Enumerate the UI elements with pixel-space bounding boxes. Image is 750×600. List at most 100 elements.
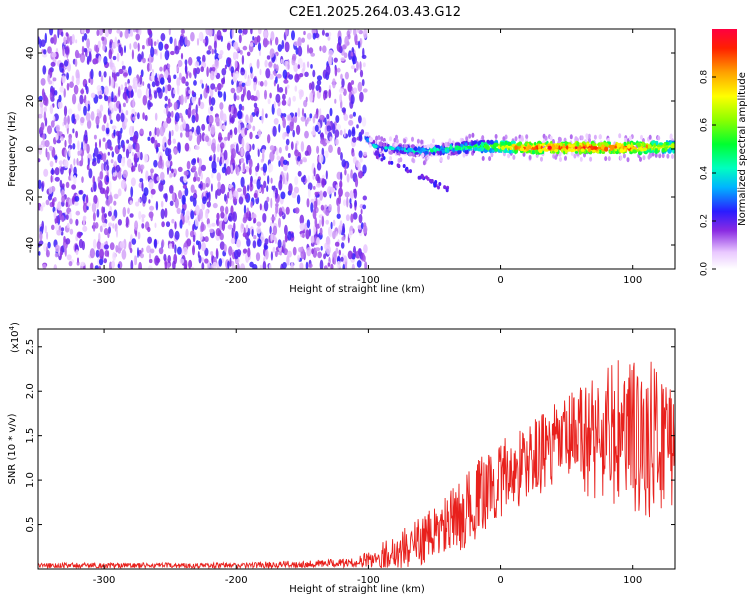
signal-halo-blob xyxy=(587,133,591,139)
noise-blob xyxy=(200,172,203,180)
noise-blob xyxy=(222,29,227,33)
noise-blob xyxy=(267,175,270,185)
noise-blob xyxy=(96,29,100,36)
noise-blob xyxy=(219,102,224,110)
noise-blob xyxy=(47,241,51,249)
signal-blob xyxy=(493,146,497,150)
noise-blob xyxy=(282,262,287,269)
noise-blob xyxy=(85,112,91,122)
noise-blob xyxy=(287,63,290,70)
noise-blob xyxy=(255,110,259,118)
noise-blob xyxy=(168,29,171,36)
noise-blob xyxy=(336,123,341,131)
noise-blob xyxy=(340,171,343,181)
noise-blob xyxy=(243,85,247,96)
noise-blob xyxy=(103,71,107,78)
noise-blob xyxy=(180,132,183,138)
noise-blob xyxy=(120,84,124,91)
noise-blob xyxy=(221,68,227,76)
signal-blob xyxy=(604,142,609,148)
noise-blob xyxy=(109,113,112,121)
noise-blob xyxy=(270,197,273,209)
signal-blob xyxy=(547,145,552,150)
noise-blob xyxy=(343,199,347,207)
noise-blob xyxy=(294,85,298,92)
signal-halo-blob xyxy=(619,155,623,161)
y-tick-label: -40 xyxy=(25,237,36,253)
noise-blob xyxy=(47,74,51,83)
noise-blob xyxy=(40,78,46,86)
noise-blob xyxy=(216,212,220,220)
noise-blob xyxy=(150,188,156,195)
noise-blob xyxy=(276,73,282,79)
noise-blob xyxy=(172,138,176,144)
signal-halo-blob xyxy=(618,133,622,139)
x-tick-label: -300 xyxy=(93,275,116,286)
noise-blob xyxy=(271,185,275,191)
noise-blob xyxy=(142,57,146,64)
noise-blob xyxy=(314,191,319,196)
noise-blob xyxy=(92,238,97,249)
noise-blob xyxy=(155,200,159,211)
noise-blob xyxy=(150,46,155,58)
noise-blob xyxy=(341,107,346,113)
noise-blob xyxy=(347,129,352,138)
noise-blob xyxy=(54,176,60,182)
noise-blob xyxy=(169,185,174,194)
noise-blob xyxy=(54,252,59,258)
noise-blob xyxy=(121,157,126,167)
signal-halo-blob xyxy=(403,138,407,144)
noise-blob xyxy=(261,113,264,124)
signal-halo-blob xyxy=(569,134,573,140)
noise-blob xyxy=(74,195,80,202)
noise-blob xyxy=(343,128,346,138)
noise-blob xyxy=(253,217,257,224)
noise-blob xyxy=(39,205,44,212)
noise-blob xyxy=(224,193,227,202)
noise-blob xyxy=(242,216,247,224)
signal-blob xyxy=(507,141,512,146)
noise-blob xyxy=(98,94,103,100)
noise-blob xyxy=(211,172,214,179)
noise-blob xyxy=(349,198,352,205)
noise-blob xyxy=(205,135,210,142)
signal-blob xyxy=(452,147,455,153)
noise-blob xyxy=(137,53,142,63)
noise-blob xyxy=(102,44,106,51)
noise-blob xyxy=(198,158,202,167)
noise-blob xyxy=(148,102,153,108)
noise-blob xyxy=(174,45,180,55)
snr-multiplier-close: ) xyxy=(10,322,21,326)
y-tick-label: 40 xyxy=(25,47,36,60)
noise-blob xyxy=(313,200,317,210)
noise-blob xyxy=(172,242,175,250)
signal-blob xyxy=(580,148,585,152)
noise-blob xyxy=(240,176,245,188)
noise-blob xyxy=(282,117,287,129)
noise-blob xyxy=(132,125,135,134)
noise-blob xyxy=(173,147,177,155)
noise-blob xyxy=(343,52,348,59)
signal-blob xyxy=(444,141,448,148)
noise-blob xyxy=(103,228,109,236)
noise-blob xyxy=(336,260,341,269)
noise-blob xyxy=(45,249,50,258)
noise-blob xyxy=(326,113,330,120)
signal-blob xyxy=(464,146,468,151)
noise-blob xyxy=(92,221,96,232)
noise-blob xyxy=(191,109,195,115)
noise-blob xyxy=(237,123,241,134)
noise-blob xyxy=(75,130,78,139)
noise-blob xyxy=(299,262,304,269)
signal-halo-blob xyxy=(502,136,506,142)
noise-blob xyxy=(279,250,283,256)
x-tick-label: 0 xyxy=(497,575,503,586)
noise-blob xyxy=(330,263,334,269)
noise-blob xyxy=(351,263,355,269)
noise-blob xyxy=(81,35,85,43)
signal-blob xyxy=(604,146,609,152)
noise-blob xyxy=(328,144,333,153)
noise-blob xyxy=(292,129,296,138)
noise-blob xyxy=(69,228,74,235)
noise-blob xyxy=(228,190,233,201)
